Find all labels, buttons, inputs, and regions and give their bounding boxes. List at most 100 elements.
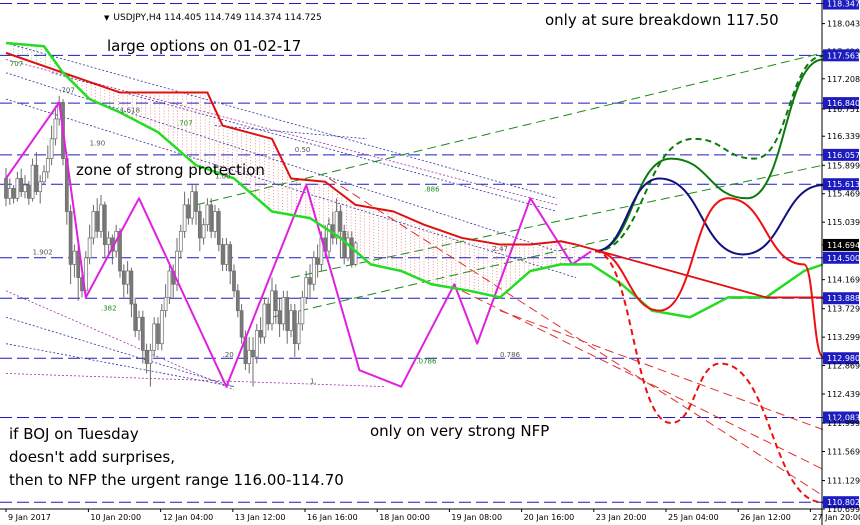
candle-body-40 (156, 323, 160, 345)
y-tick-label-19: 112.980 (827, 354, 860, 363)
candle-body-69 (266, 303, 271, 325)
fib-label-8: 0.50 (295, 146, 311, 154)
candle-body-23 (91, 211, 96, 239)
y-tick-label-5: 116.840 (827, 99, 860, 108)
fib-line-9 (5, 98, 577, 278)
y-tick-label-10: 115.613 (827, 180, 860, 189)
y-tick-label-3: 117.563 (827, 51, 860, 60)
y-tick-label-20: 112.869 (827, 362, 860, 371)
candle-body-7 (30, 164, 35, 199)
annotation-protection: zone of strong protection (76, 161, 265, 179)
candle-body-91 (349, 237, 354, 265)
candle-body-46 (178, 230, 183, 252)
symbol-label: USDJPY,H4 (113, 13, 162, 23)
candle-body-90 (346, 237, 350, 259)
candle-body-18 (72, 250, 77, 265)
candle-body-37 (144, 349, 149, 364)
x-tick-label-8: 23 Jan 20:00 (596, 513, 647, 522)
y-tick-label-13: 114.694 (827, 241, 860, 250)
y-tag-bg-3 (823, 49, 859, 62)
y-tick-label-24: 111.569 (827, 447, 860, 456)
y-tag-bg-0 (823, 0, 859, 10)
y-tick-label-12: 115.039 (827, 218, 860, 227)
candle-body-50 (194, 191, 198, 212)
candle-body-85 (327, 224, 331, 252)
y-tag-bg-22 (823, 411, 859, 424)
y-tick-label-17: 113.729 (827, 305, 860, 314)
ohlc-close: 114.725 (284, 13, 322, 23)
candle-body-47 (182, 204, 187, 232)
fib-line-1 (5, 59, 558, 206)
candle-body-58 (224, 244, 229, 265)
candle-body-59 (228, 244, 233, 272)
candle-body-49 (190, 191, 195, 219)
y-tag-bg-19 (823, 352, 859, 365)
candle-body-9 (38, 181, 43, 193)
annotation-boj-2: doesn't add surprises, (9, 448, 175, 466)
channel-line-5 (499, 310, 824, 431)
ohlc-low: 114.374 (244, 13, 282, 23)
candle-body-35 (137, 316, 141, 331)
y-tag-bg-13 (823, 238, 859, 251)
fib-label-6: .382 (101, 305, 117, 313)
fib-label-3: .707 (177, 120, 193, 128)
candle-body-12 (49, 138, 54, 159)
series-line-green-line (5, 41, 824, 319)
candle-body-6 (26, 184, 31, 199)
x-tick-label-1: 10 Jan 20:00 (90, 513, 141, 522)
y-tag-bg-8 (823, 148, 859, 161)
candle-body-31 (121, 270, 126, 285)
y-tick-label-4: 117.208 (827, 75, 860, 84)
y-tag-bg-5 (823, 97, 859, 110)
candle-body-51 (197, 211, 202, 239)
collapse-triangle-icon[interactable]: ▼ (104, 14, 110, 22)
fib-line-8 (214, 125, 368, 140)
y-tick-label-21: 112.439 (827, 390, 860, 399)
ohlc-high: 114.749 (204, 13, 242, 23)
fib-label-10: 2.47 (492, 245, 508, 253)
candle-body-11 (45, 158, 50, 173)
candle-body-0 (4, 178, 8, 199)
annotation-nfp: only on very strong NFP (370, 422, 550, 440)
fib-line-2 (51, 72, 558, 212)
candle-body-64 (247, 349, 252, 364)
y-tag-bg-14 (823, 251, 859, 264)
series-line-navy-curve (594, 177, 824, 256)
candle-body-2 (11, 188, 16, 199)
y-tick-label-6: 116.751 (827, 105, 860, 114)
annotation-options: large options on 01-02-17 (107, 37, 302, 55)
fib-line-6 (5, 343, 235, 388)
y-tick-label-18: 113.299 (827, 333, 860, 342)
candlesticks (4, 95, 358, 387)
y-tick-label-25: 111.129 (827, 477, 860, 486)
y-tick-label-0: 118.347 (827, 0, 860, 9)
candle-body-3 (15, 178, 20, 199)
candle-body-26 (102, 204, 107, 245)
candle-body-52 (201, 224, 206, 239)
candle-body-10 (42, 171, 46, 183)
x-tick-label-4: 16 Jan 16:00 (307, 513, 358, 522)
channel-line-0 (195, 52, 824, 206)
candle-body-76 (292, 310, 297, 345)
candle-body-41 (159, 310, 164, 345)
y-tick-label-8: 116.057 (827, 151, 860, 160)
candle-body-25 (99, 204, 103, 232)
channel-line-1 (290, 164, 824, 279)
series-line-green-dashed-up (594, 55, 824, 253)
y-tick-label-23: 111.999 (827, 419, 860, 428)
fib-label-4: 1.90 (90, 139, 106, 147)
y-tag-bg-10 (823, 178, 859, 191)
candle-body-78 (300, 297, 305, 325)
candle-body-82 (315, 257, 320, 265)
candle-body-57 (220, 244, 225, 265)
candle-body-71 (273, 290, 278, 311)
fib-label-5: 1.902 (33, 248, 53, 256)
candle-body-74 (285, 297, 290, 331)
y-tag-bg-26 (823, 496, 859, 509)
candle-body-42 (163, 297, 168, 311)
candle-body-65 (251, 349, 255, 358)
candle-body-1 (7, 188, 12, 199)
candle-body-72 (277, 310, 282, 325)
